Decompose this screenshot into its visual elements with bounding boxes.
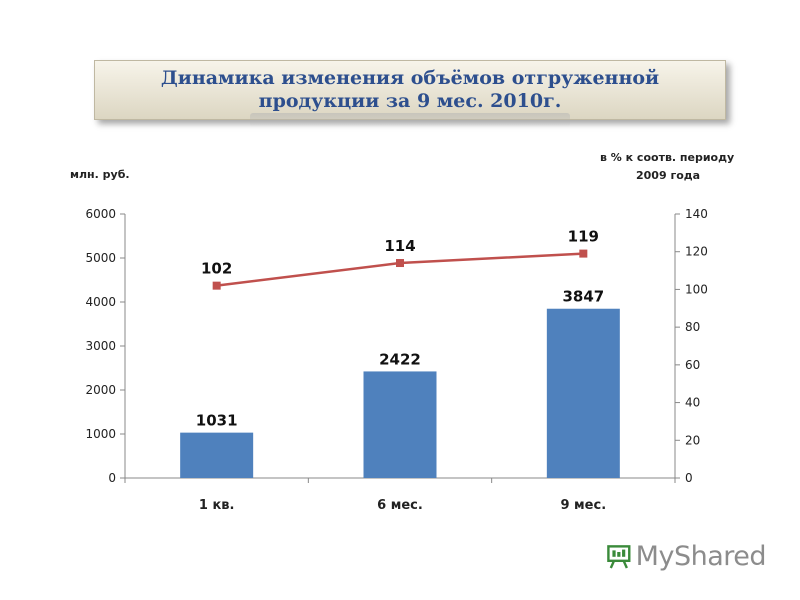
bar: [363, 371, 437, 478]
title-reflection: [250, 113, 570, 127]
bar: [546, 308, 620, 478]
line-marker: [579, 249, 588, 258]
left-tick-label: 0: [108, 471, 116, 485]
right-tick-label: 40: [685, 396, 700, 410]
title-banner: Динамика изменения объёмов отгруженной п…: [94, 60, 726, 120]
right-tick-label: 80: [685, 320, 700, 334]
line-value-label: 102: [201, 260, 232, 278]
right-tick-label: 120: [685, 245, 708, 259]
line-value-label: 119: [568, 228, 599, 246]
x-tick-label: 9 мес.: [560, 498, 606, 513]
chart-title: Динамика изменения объёмов отгруженной п…: [160, 67, 660, 112]
bar-value-label: 3847: [562, 288, 604, 306]
presentation-board-icon: [607, 545, 631, 569]
line-marker: [396, 259, 404, 268]
left-tick-label: 5000: [85, 251, 116, 265]
bar-value-label: 2422: [379, 350, 421, 368]
x-tick-label: 6 мес.: [377, 498, 423, 513]
line-marker: [212, 281, 221, 290]
line-value-label: 114: [384, 237, 415, 255]
right-tick-label: 100: [685, 282, 708, 296]
left-tick-label: 4000: [85, 295, 116, 309]
right-tick-label: 0: [685, 471, 693, 485]
left-tick-label: 1000: [85, 427, 116, 441]
myshared-logo: MyShared: [606, 538, 767, 574]
left-tick-label: 6000: [85, 207, 116, 221]
left-tick-label: 3000: [85, 339, 116, 353]
right-tick-label: 20: [685, 433, 700, 447]
right-tick-label: 60: [685, 358, 700, 372]
left-tick-label: 2000: [85, 383, 116, 397]
x-tick-label: 1 кв.: [199, 498, 235, 513]
right-axis-unit-line2: 2009 года: [636, 169, 701, 182]
bar-value-label: 1031: [196, 412, 238, 430]
bar: [180, 432, 254, 478]
percent-line: [216, 252, 584, 287]
right-tick-label: 140: [685, 207, 708, 221]
right-axis-unit-line1: в % к соотв. периоду: [600, 151, 735, 164]
logo-text: MyShared: [635, 540, 767, 572]
left-axis-unit: млн. руб.: [70, 168, 130, 181]
